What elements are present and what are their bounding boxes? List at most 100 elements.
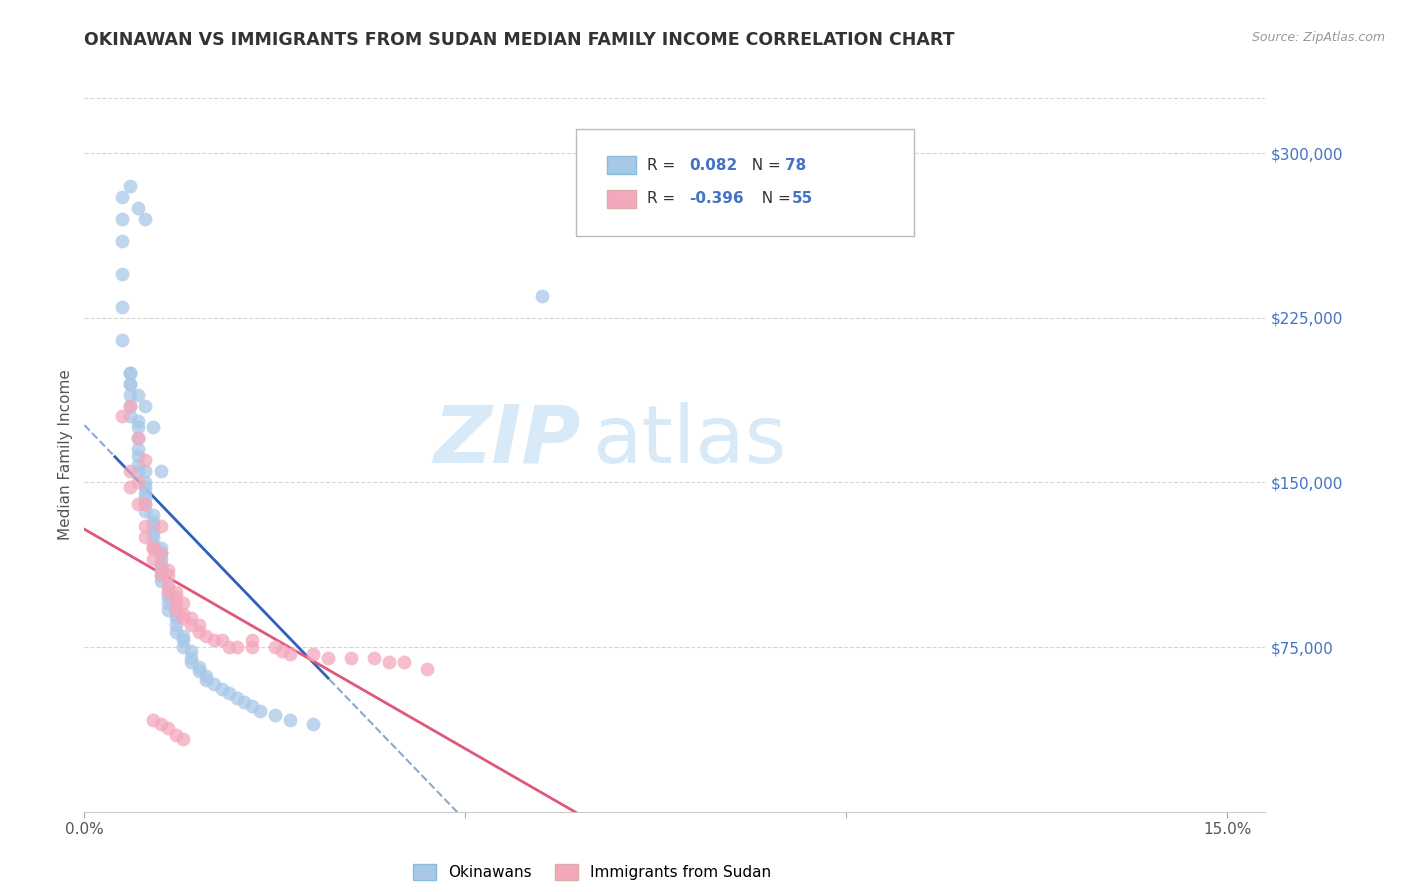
Legend: Okinawans, Immigrants from Sudan: Okinawans, Immigrants from Sudan bbox=[408, 858, 778, 886]
Point bbox=[187, 624, 209, 639]
Point bbox=[134, 504, 156, 518]
Point bbox=[149, 541, 172, 556]
Point bbox=[149, 567, 172, 582]
Point bbox=[120, 464, 142, 478]
Point bbox=[240, 699, 263, 714]
Point bbox=[530, 289, 553, 303]
Point bbox=[127, 497, 149, 511]
Point bbox=[127, 464, 149, 478]
Point bbox=[240, 640, 263, 654]
Text: N =: N = bbox=[752, 192, 796, 206]
Text: atlas: atlas bbox=[592, 401, 786, 480]
Point bbox=[180, 656, 202, 670]
Point bbox=[225, 640, 247, 654]
Point bbox=[340, 651, 363, 665]
Point bbox=[157, 603, 180, 617]
Point bbox=[127, 420, 149, 434]
Point bbox=[127, 432, 149, 446]
Point bbox=[127, 432, 149, 446]
Point bbox=[165, 607, 187, 621]
Point bbox=[180, 651, 202, 665]
Point bbox=[218, 686, 240, 700]
Point bbox=[157, 578, 180, 592]
Point bbox=[172, 596, 194, 610]
Point bbox=[172, 732, 194, 747]
Point bbox=[120, 387, 142, 401]
Point bbox=[195, 668, 218, 682]
Text: ZIP: ZIP bbox=[433, 401, 581, 480]
Point bbox=[142, 541, 165, 556]
Point bbox=[149, 567, 172, 582]
Point bbox=[149, 546, 172, 560]
Point bbox=[416, 662, 439, 676]
Text: Source: ZipAtlas.com: Source: ZipAtlas.com bbox=[1251, 31, 1385, 45]
Point bbox=[394, 656, 416, 670]
Point bbox=[134, 480, 156, 494]
Point bbox=[149, 558, 172, 573]
Point bbox=[127, 449, 149, 463]
Point bbox=[172, 611, 194, 625]
Point bbox=[240, 633, 263, 648]
Point bbox=[142, 713, 165, 727]
Text: R =: R = bbox=[647, 158, 681, 172]
Point bbox=[142, 508, 165, 523]
Point bbox=[142, 525, 165, 540]
Point bbox=[157, 563, 180, 577]
Point bbox=[111, 190, 134, 204]
Point bbox=[172, 607, 194, 621]
Point bbox=[134, 497, 156, 511]
Point bbox=[134, 211, 156, 226]
Text: 78: 78 bbox=[785, 158, 806, 172]
Point bbox=[142, 420, 165, 434]
Point bbox=[127, 458, 149, 472]
Point bbox=[165, 590, 187, 604]
Point bbox=[157, 585, 180, 599]
Point bbox=[142, 537, 165, 551]
Point bbox=[157, 567, 180, 582]
Point bbox=[249, 704, 271, 718]
Point bbox=[120, 178, 142, 193]
Point bbox=[149, 563, 172, 577]
Point bbox=[302, 647, 325, 661]
Point bbox=[120, 399, 142, 413]
Point bbox=[378, 656, 401, 670]
Point bbox=[211, 681, 233, 696]
Point bbox=[149, 519, 172, 533]
Point bbox=[142, 519, 165, 533]
Point bbox=[195, 673, 218, 687]
Point bbox=[157, 721, 180, 735]
Point bbox=[165, 624, 187, 639]
Point bbox=[278, 647, 301, 661]
Text: R =: R = bbox=[647, 192, 681, 206]
Point bbox=[134, 453, 156, 467]
Point bbox=[157, 590, 180, 604]
Point bbox=[225, 690, 247, 705]
Point bbox=[165, 585, 187, 599]
Point bbox=[149, 717, 172, 731]
Text: -0.396: -0.396 bbox=[689, 192, 744, 206]
Point bbox=[127, 414, 149, 428]
Point bbox=[134, 491, 156, 505]
Point bbox=[149, 464, 172, 478]
Point bbox=[165, 596, 187, 610]
Point bbox=[120, 399, 142, 413]
Point bbox=[202, 633, 225, 648]
Point bbox=[134, 475, 156, 490]
Point bbox=[187, 664, 209, 678]
Point bbox=[180, 618, 202, 632]
Point bbox=[195, 629, 218, 643]
Point bbox=[127, 387, 149, 401]
Point bbox=[187, 660, 209, 674]
Point bbox=[149, 557, 172, 571]
Text: 0.082: 0.082 bbox=[689, 158, 737, 172]
Point bbox=[111, 333, 134, 347]
Point bbox=[165, 611, 187, 625]
Text: N =: N = bbox=[742, 158, 786, 172]
Point bbox=[187, 618, 209, 632]
Point bbox=[120, 409, 142, 424]
Point bbox=[149, 574, 172, 589]
Point bbox=[157, 585, 180, 599]
Point bbox=[202, 677, 225, 691]
Point bbox=[111, 211, 134, 226]
Point bbox=[134, 486, 156, 500]
